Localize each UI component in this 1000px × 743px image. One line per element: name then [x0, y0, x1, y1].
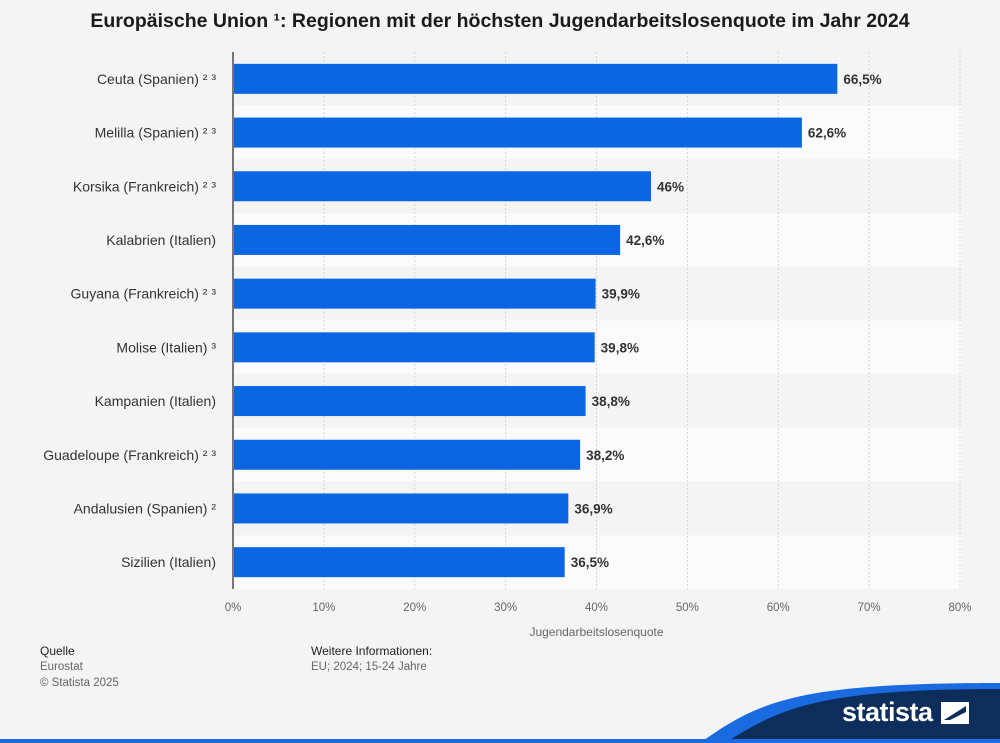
bottom-line	[0, 739, 1000, 743]
info-label: Weitere Informationen:	[311, 644, 433, 658]
source-value: Eurostat	[40, 661, 83, 673]
bar	[234, 332, 595, 363]
category-label: Ceuta (Spanien) ² ³	[97, 71, 216, 87]
bar	[234, 63, 838, 94]
value-label: 38,8%	[592, 394, 630, 409]
category-label: Andalusien (Spanien) ²	[74, 500, 217, 516]
chart-title: Europäische Union ¹: Regionen mit der hö…	[90, 10, 910, 32]
category-label: Guyana (Frankreich) ² ³	[71, 286, 217, 302]
category-label: Guadeloupe (Frankreich) ² ³	[43, 447, 216, 463]
tick-label: 10%	[312, 602, 335, 614]
tick-label: 30%	[494, 602, 517, 614]
tick-label: 20%	[403, 602, 426, 614]
value-label: 39,8%	[601, 340, 639, 355]
info-value: EU; 2024; 15-24 Jahre	[311, 661, 427, 673]
value-label: 46%	[657, 179, 684, 194]
value-label: 42,6%	[626, 233, 664, 248]
bar	[234, 224, 621, 255]
tick-label: 60%	[767, 602, 790, 614]
statista-logo[interactable]: statista	[842, 697, 933, 727]
x-axis-title: Jugendarbeitslosenquote	[529, 625, 663, 639]
bar	[234, 547, 565, 578]
tick-label: 40%	[585, 602, 608, 614]
category-label: Molise (Italien) ³	[116, 339, 216, 355]
bar	[234, 493, 569, 524]
bar	[234, 386, 586, 417]
tick-label: 70%	[858, 602, 881, 614]
tick-label: 80%	[948, 602, 971, 614]
category-label: Kampanien (Italien)	[95, 393, 216, 409]
value-label: 66,5%	[843, 72, 881, 87]
category-label: Melilla (Spanien) ² ³	[95, 125, 217, 141]
value-label: 38,2%	[586, 448, 624, 463]
value-label: 62,6%	[808, 126, 846, 141]
bar	[234, 278, 596, 309]
logo-band-dark	[725, 689, 1000, 743]
bar	[234, 439, 581, 470]
value-label: 39,9%	[602, 287, 640, 302]
category-label: Korsika (Frankreich) ² ³	[73, 178, 216, 194]
value-label: 36,9%	[574, 501, 612, 516]
statista-logo-icon	[941, 702, 969, 724]
bar	[234, 171, 652, 202]
category-label: Sizilien (Italien)	[121, 554, 216, 570]
value-label: 36,5%	[571, 555, 609, 570]
source-label: Quelle	[40, 644, 75, 658]
category-label: Kalabrien (Italien)	[106, 232, 216, 248]
tick-label: 50%	[676, 602, 699, 614]
tick-label: 0%	[225, 602, 242, 614]
bar	[234, 117, 802, 148]
copyright: © Statista 2025	[40, 677, 119, 689]
